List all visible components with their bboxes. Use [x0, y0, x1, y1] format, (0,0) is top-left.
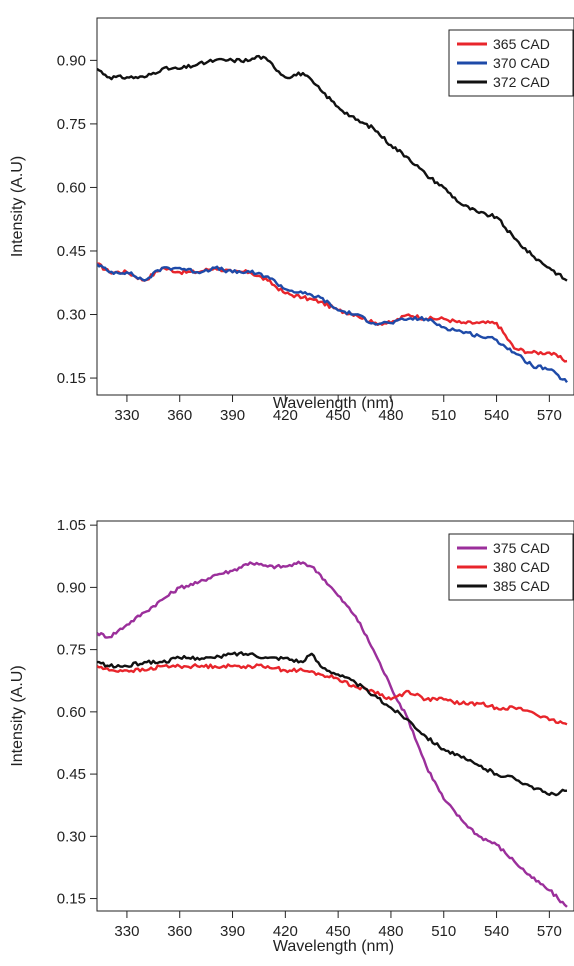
plot-frame [96, 520, 574, 912]
x-tick-label: 450 [326, 407, 351, 424]
y-axis-title: Intensity (A.U) [9, 665, 26, 766]
y-tick-label: 0.90 [57, 52, 86, 69]
series-line-365-cad [97, 262, 568, 363]
x-tick-label: 540 [484, 407, 509, 424]
x-tick-label: 360 [167, 407, 192, 424]
x-tick-label: 420 [273, 407, 298, 424]
x-axis-title: Wavelength (nm) [273, 938, 394, 955]
x-tick-label: 570 [537, 923, 562, 940]
legend-label: 375 CAD [493, 540, 550, 556]
x-axis-title: Wavelength (nm) [273, 395, 394, 412]
y-tick-label: 0.45 [57, 766, 86, 783]
x-tick-label: 330 [114, 407, 139, 424]
y-tick-label: 0.60 [57, 179, 86, 196]
series-line-375-cad [97, 560, 568, 908]
x-tick-label: 390 [220, 407, 245, 424]
x-tick-label: 510 [431, 407, 456, 424]
legend-label: 365 CAD [493, 36, 550, 52]
y-tick-label: 0.75 [57, 642, 86, 659]
plot-frame [96, 17, 574, 396]
chart-2: 330 360 390 420 450 480 510 540 570 0.15 0.30 0.45 0… [9, 517, 574, 955]
x-tick-label: 330 [114, 923, 139, 940]
x-tick-label: 390 [220, 923, 245, 940]
chart-1: 330 360 390 420 450 480 510 540 570 0.15 0.30 0.45 0… [9, 17, 574, 424]
series-line-372-cad [97, 54, 568, 282]
y-tick-label: 0.90 [57, 579, 86, 596]
legend-label: 385 CAD [493, 578, 550, 594]
legend: 365 CAD 370 CAD 372 CAD [448, 29, 574, 97]
x-tick-label: 360 [167, 923, 192, 940]
y-tick-label: 1.05 [57, 517, 86, 534]
x-tick-label: 420 [273, 923, 298, 940]
y-axis-title: Intensity (A.U) [9, 156, 26, 257]
x-tick-label: 480 [378, 923, 403, 940]
legend: 375 CAD 380 CAD 385 CAD [448, 533, 574, 601]
legend-label: 372 CAD [493, 74, 550, 90]
y-tick-label: 0.15 [57, 891, 86, 908]
x-tick-label: 450 [326, 923, 351, 940]
legend-label: 370 CAD [493, 55, 550, 71]
x-tick-label: 480 [378, 407, 403, 424]
legend-label: 380 CAD [493, 559, 550, 575]
series-line-370-cad [97, 262, 568, 383]
x-tick-label: 570 [537, 407, 562, 424]
y-tick-label: 0.75 [57, 116, 86, 133]
x-tick-label: 510 [431, 923, 456, 940]
y-tick-label: 0.15 [57, 370, 86, 387]
y-tick-label: 0.60 [57, 704, 86, 721]
x-tick-label: 540 [484, 923, 509, 940]
y-tick-label: 0.45 [57, 243, 86, 260]
series-line-385-cad [97, 651, 568, 797]
y-tick-label: 0.30 [57, 828, 86, 845]
y-tick-label: 0.30 [57, 307, 86, 324]
series-line-380-cad [97, 663, 568, 726]
